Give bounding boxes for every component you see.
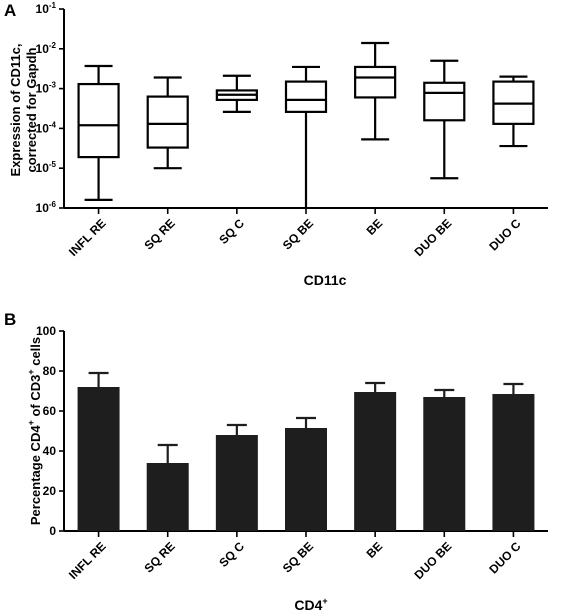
- panel-a-chart: A Expression of CD11c, corrected for Gap…: [4, 1, 548, 288]
- panel-a-iqr-box: [77, 82, 120, 159]
- panel-b-xlabel-sup: +: [322, 596, 327, 606]
- panel-a-xlabel: CD11c: [304, 272, 347, 288]
- panel-b-xlabel-base: CD4: [294, 597, 322, 613]
- panel-a-y-tick-label: 10-4: [36, 120, 57, 135]
- panel-a-box-1: [77, 64, 120, 201]
- panel-a-label: A: [4, 1, 16, 20]
- panel-a-category-labels: INFL RE SQ RE SQ C SQ BE BE DUO BE DUO C: [66, 208, 524, 259]
- panel-a-boxes: [77, 41, 535, 208]
- panel-a-box-3: [215, 74, 258, 113]
- panel-b-bar: [285, 428, 327, 531]
- panel-b-bar: [215, 435, 258, 531]
- panel-a-y-tick-base: 10: [36, 161, 50, 175]
- panel-a-category-label: SQ BE: [280, 216, 316, 252]
- panel-a-ylabel-line2: corrected for Gapdh: [24, 47, 39, 172]
- panel-a-box-7: [492, 75, 535, 148]
- panel-a-y-tick-exponent: -4: [49, 120, 57, 129]
- panel-b-bar: [77, 387, 120, 531]
- panel-b-bar: [423, 397, 466, 531]
- panel-a-category-label: DUO C: [486, 216, 523, 253]
- panel-b-y-ticks: 0 20 40 60 80 100: [36, 324, 64, 538]
- panel-b-category-label: SQ C: [216, 539, 247, 570]
- panel-b-category-label: INFL RE: [66, 539, 109, 582]
- panel-a-y-tick-base: 10: [36, 121, 50, 135]
- panel-b-ylabel-part3: cells: [28, 337, 43, 370]
- panel-b-bar: [354, 392, 397, 531]
- panel-b-ylabel-sup1: +: [26, 420, 36, 425]
- panel-b-bar-group-7: [492, 382, 535, 531]
- panel-a-y-ticks: 10-610-510-410-310-210-1: [36, 1, 64, 215]
- panel-b-y-tick-label: 20: [43, 484, 57, 498]
- panel-b-label: B: [4, 310, 16, 329]
- panel-a-box-5: [354, 41, 397, 141]
- panel-a-y-tick-exponent: -1: [49, 1, 57, 10]
- panel-b-bar: [492, 394, 535, 531]
- panel-b-bar: [146, 463, 189, 531]
- panel-a-y-tick-base: 10: [36, 82, 50, 96]
- panel-a-category-label: SQ RE: [142, 216, 178, 252]
- panel-a-iqr-box: [423, 81, 466, 122]
- panel-a-y-tick-exponent: -6: [49, 200, 57, 209]
- panel-b-bar-group-1: [77, 371, 120, 531]
- panel-b-ylabel-part2: of CD3: [28, 375, 43, 421]
- panel-b-y-tick-label: 60: [43, 404, 57, 418]
- panel-a-y-tick-base: 10: [36, 201, 50, 215]
- panel-a-y-tick-label: 10-3: [36, 81, 57, 96]
- panel-a-category-label: INFL RE: [66, 216, 109, 259]
- panel-a-iqr-box: [354, 65, 397, 99]
- panel-b-y-tick-label: 0: [49, 524, 56, 538]
- panel-b-bar-group-2: [146, 443, 189, 531]
- panel-b-y-tick-label: 80: [43, 364, 57, 378]
- panel-a-ylabel-line1: Expression of CD11c,: [8, 44, 23, 177]
- panel-a-y-tick-label: 10-6: [36, 200, 57, 215]
- panel-b-category-label: SQ BE: [280, 539, 316, 575]
- panel-b-bar-group-4: [285, 416, 327, 531]
- panel-b-category-label: DUO BE: [412, 539, 455, 582]
- panel-b-chart: B Percentage CD4+ of CD3+ cells 02040608…: [4, 310, 548, 613]
- panel-b-category-labels: INFL RE SQ RE SQ C SQ BE BE DUO BE DUO C: [66, 531, 524, 582]
- panel-a-category-label: DUO BE: [412, 216, 455, 259]
- panel-b-category-label: BE: [364, 539, 386, 561]
- panel-a-y-tick-exponent: -5: [49, 160, 57, 169]
- panel-b-bar-group-3: [215, 423, 258, 531]
- panel-b-bar-group-6: [423, 388, 466, 531]
- panel-b-category-label: SQ RE: [142, 539, 178, 575]
- panel-a-iqr-box: [146, 95, 189, 149]
- panel-b-ylabel-part1: Percentage CD4: [28, 425, 43, 525]
- panel-a-category-label: SQ C: [216, 216, 247, 247]
- panel-a-y-tick-exponent: -3: [49, 81, 57, 90]
- panel-a-y-tick-label: 10-5: [36, 160, 57, 175]
- panel-b-ylabel: Percentage CD4+ of CD3+ cells: [26, 337, 43, 525]
- panel-a-iqr-box: [284, 80, 328, 113]
- panel-b-y-tick-label: 40: [43, 444, 57, 458]
- panel-a-category-label: BE: [364, 216, 386, 238]
- panel-b-bars: [77, 371, 535, 531]
- panel-a-box-2: [146, 76, 189, 170]
- panel-a-box-4: [284, 65, 328, 208]
- panel-b-y-tick-label: 100: [36, 324, 56, 338]
- panel-b-ylabel-sup2: +: [26, 369, 36, 374]
- panel-a-y-tick-label: 10-1: [36, 1, 57, 16]
- panel-a-box-6: [423, 59, 466, 180]
- panel-b-bar-group-5: [354, 381, 397, 531]
- panel-a-y-tick-label: 10-2: [36, 41, 57, 56]
- panel-a-y-tick-exponent: -2: [49, 41, 57, 50]
- panel-a-y-tick-base: 10: [36, 42, 50, 56]
- panel-a-y-tick-base: 10: [36, 2, 50, 16]
- panel-b-category-label: DUO C: [486, 539, 523, 576]
- panel-b-xlabel: CD4+: [294, 596, 327, 613]
